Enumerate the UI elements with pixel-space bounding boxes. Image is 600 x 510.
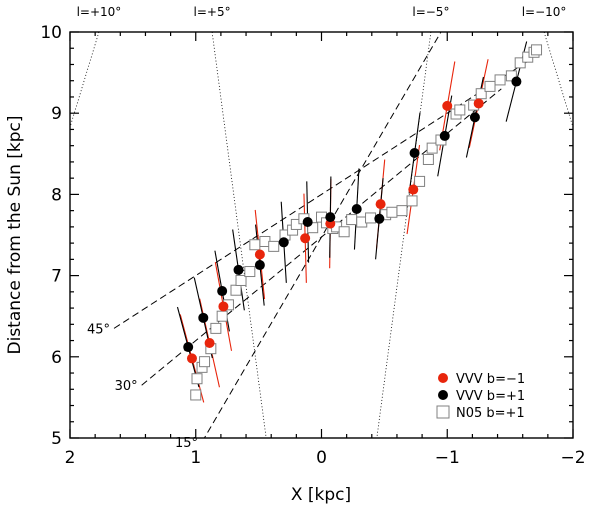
data-point-n05	[249, 239, 261, 251]
data-point-vvv-b-plus1	[409, 147, 420, 158]
longitude-line	[543, 32, 573, 129]
data-point-vvv-b-plus1	[439, 130, 450, 141]
data-point-n05	[454, 104, 466, 116]
data-point-vvv-b-plus1	[254, 260, 265, 271]
legend-label: VVV b=+1	[456, 389, 525, 404]
data-point-n05	[268, 240, 280, 252]
legend: VVV b=−1 VVV b=+1 N05 b=+1	[436, 372, 525, 421]
data-point-vvv-b-minus1	[375, 199, 386, 210]
x-tick-label: −1	[435, 448, 460, 468]
longitude-label: l=−10°	[522, 5, 567, 19]
axis-ticks-layer	[69, 31, 574, 439]
data-point-n05	[426, 142, 438, 154]
y-axis-label: Distance from the Sun [kpc]	[5, 116, 25, 355]
data-point-vvv-b-minus1	[408, 184, 419, 195]
data-point-vvv-b-plus1	[511, 76, 522, 87]
data-point-n05	[338, 226, 350, 238]
data-point-n05	[494, 74, 506, 86]
x-tick-label: 0	[316, 448, 327, 468]
legend-marker	[438, 390, 448, 400]
bar-angle-label: 15°	[175, 436, 198, 451]
data-point-vvv-b-minus1	[204, 337, 215, 348]
longitude-line	[376, 32, 432, 438]
data-point-vvv-b-plus1	[233, 264, 244, 275]
data-point-n05	[514, 57, 526, 69]
data-point-vvv-b-plus1	[469, 112, 480, 123]
x-tick-label: 2	[65, 448, 76, 468]
data-point-vvv-b-plus1	[351, 204, 362, 215]
data-point-n05	[406, 195, 418, 207]
x-tick-label: −2	[560, 448, 585, 468]
data-point-n05	[230, 284, 242, 296]
x-tick-label: 1	[190, 448, 201, 468]
data-point-vvv-b-plus1	[183, 342, 194, 353]
data-point-vvv-b-minus1	[300, 233, 311, 244]
data-point-n05	[505, 70, 517, 82]
data-point-vvv-b-minus1	[254, 249, 265, 260]
y-tick-label: 9	[51, 104, 62, 124]
data-point-n05	[414, 175, 426, 187]
data-point-vvv-b-minus1	[473, 98, 484, 109]
data-point-vvv-b-minus1	[218, 301, 229, 312]
data-point-n05	[190, 389, 202, 401]
bar-angle-label: 30°	[115, 379, 138, 394]
data-point-n05	[191, 373, 203, 385]
data-point-vvv-b-minus1	[442, 100, 453, 111]
data-point-n05	[290, 218, 302, 230]
data-point-n05	[484, 80, 496, 92]
bar-angle-label: 45°	[87, 322, 110, 337]
data-point-n05	[475, 88, 487, 100]
y-tick-label: 5	[51, 429, 62, 449]
data-point-vvv-b-plus1	[302, 217, 313, 228]
y-tick-label: 6	[51, 348, 62, 368]
longitude-label: l=+5°	[194, 5, 231, 19]
y-tick-label: 8	[51, 185, 62, 205]
data-point-n05	[422, 153, 434, 165]
data-point-vvv-b-plus1	[217, 286, 228, 297]
x-axis-label: X [kpc]	[291, 485, 351, 505]
legend-label: VVV b=−1	[456, 372, 525, 387]
data-point-n05	[216, 310, 228, 322]
y-tick-label: 7	[51, 267, 62, 287]
legend-marker	[436, 405, 450, 419]
data-point-vvv-b-plus1	[278, 237, 289, 248]
data-point-n05	[199, 356, 211, 368]
bar-angle-line	[113, 59, 530, 329]
longitude-labels-layer: l=+10° l=+5° l=−5° l=−10° 45° 30° 15°	[77, 5, 567, 451]
data-point-vvv-b-minus1	[186, 353, 197, 364]
data-point-n05	[307, 222, 319, 234]
data-point-n05	[396, 205, 408, 217]
data-point-n05	[346, 214, 358, 226]
data-point-n05	[365, 212, 377, 224]
data-point-n05	[210, 322, 222, 334]
bar-angle-line	[203, 32, 442, 438]
data-points-layer	[183, 44, 543, 401]
data-point-n05	[386, 206, 398, 218]
data-point-vvv-b-plus1	[198, 312, 209, 323]
longitude-label: l=−5°	[412, 5, 449, 19]
longitude-label: l=+10°	[77, 5, 122, 19]
data-point-n05	[235, 274, 247, 286]
legend-marker	[438, 373, 448, 383]
legend-label: N05 b=+1	[456, 406, 525, 421]
longitude-line	[70, 32, 100, 129]
data-point-vvv-b-plus1	[374, 213, 385, 224]
data-point-n05	[244, 266, 256, 278]
data-point-vvv-b-plus1	[325, 212, 336, 223]
data-point-n05	[531, 44, 543, 56]
y-tick-label: 10	[40, 23, 62, 43]
